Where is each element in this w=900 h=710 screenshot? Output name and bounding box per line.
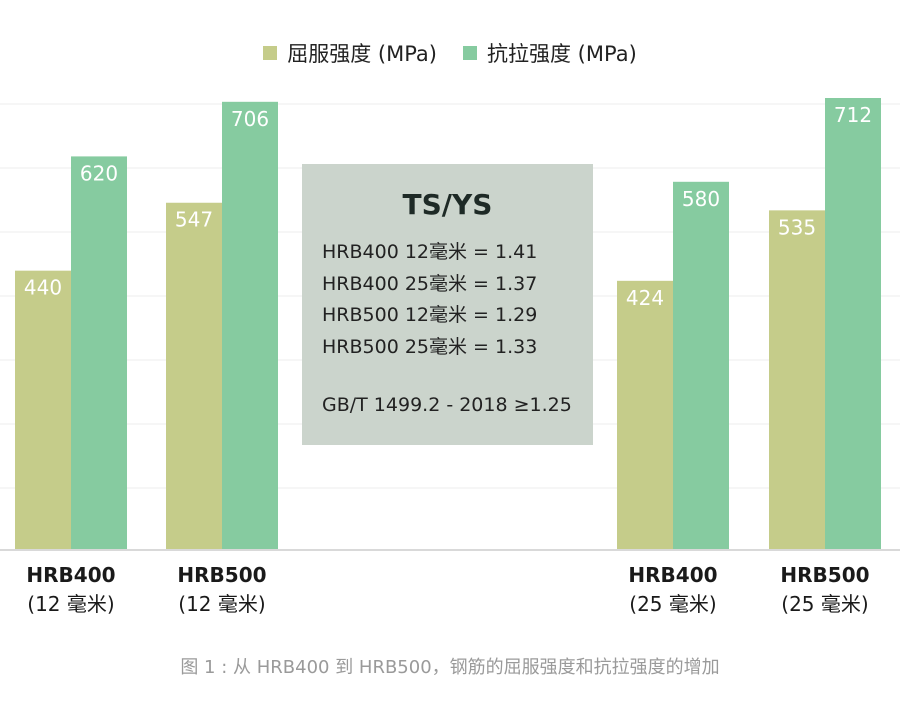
ratio-standard-note: GB/T 1499.2 - 2018 ≥1.25 — [322, 394, 572, 416]
legend-swatch-tensile — [463, 46, 477, 60]
data-label-yield-3: 535 — [778, 215, 816, 239]
data-label-tensile-2: 580 — [682, 187, 720, 211]
bar-tensile-1 — [222, 101, 278, 550]
data-label-yield-0: 440 — [24, 276, 62, 300]
legend-label-yield: 屈服强度 (MPa) — [287, 42, 437, 66]
bar-yield-1 — [166, 202, 222, 550]
legend-item-tensile-strength: 抗拉强度 (MPa) — [463, 38, 637, 68]
data-label-tensile-3: 712 — [834, 103, 872, 127]
category-sublabel-0: (12 毫米) — [27, 592, 114, 616]
category-label-2: HRB400 — [628, 563, 717, 587]
bar-yield-3 — [769, 210, 825, 550]
category-label-1: HRB500 — [177, 563, 266, 587]
ratio-line-hrb400-25: HRB400 25毫米 = 1.37 — [322, 272, 538, 295]
category-label-0: HRB400 — [26, 563, 115, 587]
ratio-line-hrb500-25: HRB500 25毫米 = 1.33 — [322, 335, 538, 358]
bar-yield-0 — [15, 270, 71, 550]
data-label-tensile-0: 620 — [80, 161, 118, 185]
data-label-yield-1: 547 — [175, 208, 213, 232]
legend-label-tensile: 抗拉强度 (MPa) — [487, 42, 637, 66]
category-sublabel-3: (25 毫米) — [781, 592, 868, 616]
bar-tensile-2 — [673, 181, 729, 550]
legend-swatch-yield — [263, 46, 278, 60]
data-label-yield-2: 424 — [626, 286, 664, 310]
data-label-tensile-1: 706 — [231, 107, 269, 131]
category-sublabel-2: (25 毫米) — [629, 592, 716, 616]
ratio-line-hrb500-12: HRB500 12毫米 = 1.29 — [322, 304, 538, 326]
bar-tensile-3 — [825, 98, 881, 550]
ratio-line-hrb400-12: HRB400 12毫米 = 1.41 — [322, 241, 538, 263]
figure-caption: 图 1 : 从 HRB400 到 HRB500，钢筋的屈服强度和抗拉强度的增加 — [180, 657, 720, 678]
chart-legend: 屈服强度 (MPa) 抗拉强度 (MPa) — [0, 36, 900, 70]
legend-item-yield-strength: 屈服强度 (MPa) — [263, 38, 437, 68]
category-sublabel-1: (12 毫米) — [178, 592, 265, 616]
bar-tensile-0 — [71, 156, 127, 551]
bar-chart: 440 620 HRB400 (12 毫米) 547 706 HRB500 (12 毫米) 42… — [0, 98, 900, 616]
ratio-box-title: TS/YS — [402, 188, 493, 221]
category-label-3: HRB500 — [780, 563, 869, 587]
ts-ys-ratio-box: TS/YS HRB400 12毫米 = 1.41 HRB400 25毫米 = 1… — [302, 164, 593, 445]
bar-yield-2 — [617, 280, 673, 550]
